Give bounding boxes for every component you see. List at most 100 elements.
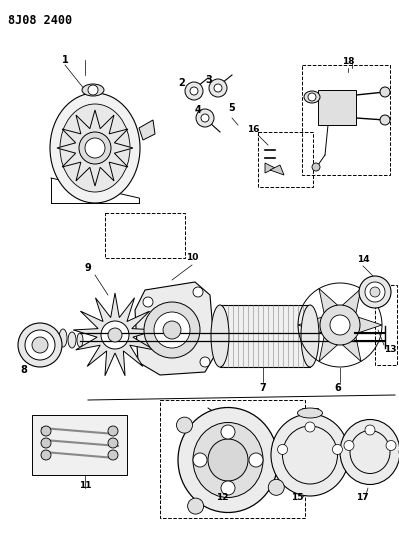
Circle shape [359,276,391,308]
Circle shape [201,114,209,122]
Ellipse shape [304,91,320,103]
Text: 2: 2 [179,78,186,88]
Circle shape [25,330,55,360]
Ellipse shape [298,408,322,418]
Ellipse shape [271,414,349,496]
Circle shape [193,453,207,467]
Circle shape [214,84,222,92]
Bar [258,132,313,187]
Circle shape [108,438,118,448]
Circle shape [221,481,235,495]
Text: 15: 15 [291,494,303,503]
Circle shape [200,357,210,367]
Circle shape [188,498,203,514]
Polygon shape [298,317,322,333]
Circle shape [209,79,227,97]
Circle shape [108,426,118,436]
Circle shape [79,132,111,164]
Polygon shape [265,163,275,173]
Circle shape [308,93,316,101]
Circle shape [365,282,385,302]
Circle shape [85,138,105,158]
Ellipse shape [211,305,229,367]
Polygon shape [139,120,155,140]
Polygon shape [342,289,361,313]
Ellipse shape [193,423,263,497]
Polygon shape [270,165,284,175]
Circle shape [221,425,235,439]
Circle shape [108,450,118,460]
Text: 8: 8 [21,365,28,375]
Text: 14: 14 [357,255,369,264]
Circle shape [344,440,354,450]
Circle shape [163,321,181,339]
Circle shape [365,425,375,435]
Circle shape [249,453,263,467]
Circle shape [88,85,98,95]
Circle shape [144,302,200,358]
Circle shape [320,305,360,345]
Circle shape [380,115,390,125]
Text: 1: 1 [61,55,68,65]
Circle shape [193,287,203,297]
Circle shape [278,445,288,455]
Ellipse shape [208,439,248,481]
Circle shape [41,450,51,460]
Circle shape [18,323,62,367]
Circle shape [330,315,350,335]
Text: 13: 13 [384,345,396,354]
Polygon shape [135,282,215,375]
Text: 17: 17 [356,494,368,503]
Text: 16: 16 [247,125,259,134]
Circle shape [101,321,129,349]
Bar [302,65,390,175]
Bar [375,285,397,365]
Text: 10: 10 [186,254,198,262]
Ellipse shape [50,93,140,203]
Polygon shape [342,337,361,361]
Bar [318,90,356,125]
Circle shape [108,328,122,342]
Bar [105,213,185,258]
Text: 7: 7 [260,383,267,393]
Bar [220,305,310,367]
Text: 12: 12 [216,494,228,503]
Circle shape [185,82,203,100]
Circle shape [312,163,320,171]
Text: 4: 4 [195,105,201,115]
Circle shape [332,445,342,455]
Polygon shape [319,337,338,361]
Circle shape [190,87,198,95]
Circle shape [305,422,315,432]
Polygon shape [319,289,338,313]
Polygon shape [358,317,382,333]
Bar [32,415,127,475]
Ellipse shape [178,408,278,513]
Circle shape [154,312,190,348]
Ellipse shape [77,333,83,347]
Text: 5: 5 [229,103,235,113]
Ellipse shape [82,84,104,96]
Polygon shape [57,110,133,186]
Circle shape [41,426,51,436]
Ellipse shape [340,419,399,484]
Circle shape [268,479,284,495]
Ellipse shape [60,104,130,192]
Polygon shape [73,293,157,376]
Ellipse shape [59,329,67,347]
Text: 11: 11 [79,481,91,489]
Bar [160,400,305,518]
Circle shape [32,337,48,353]
Circle shape [370,287,380,297]
Ellipse shape [68,332,76,348]
Text: 9: 9 [85,263,91,273]
Circle shape [196,109,214,127]
Text: 6: 6 [335,383,342,393]
Circle shape [143,297,153,307]
Text: 8J08 2400: 8J08 2400 [8,14,72,27]
Circle shape [41,438,51,448]
Circle shape [380,87,390,97]
Circle shape [386,440,396,450]
Circle shape [176,417,192,433]
Text: 18: 18 [342,58,354,67]
